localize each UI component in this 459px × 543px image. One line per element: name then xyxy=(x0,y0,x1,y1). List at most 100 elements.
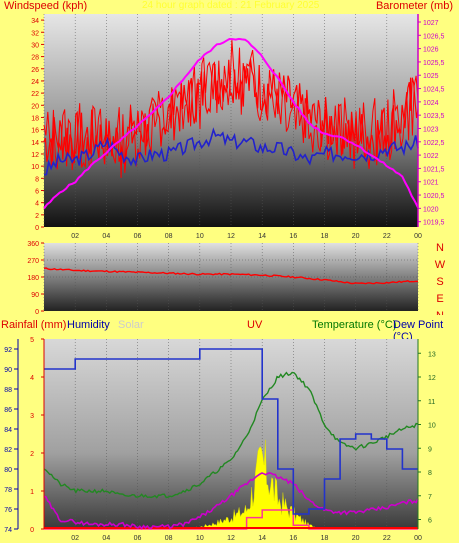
wind-left-tick-label: 22 xyxy=(31,91,39,98)
barometer-tick-label: 1025,5 xyxy=(423,60,445,67)
wind-left-tick-label: 24 xyxy=(31,79,39,86)
barometer-tick-label: 1019,5 xyxy=(423,220,445,227)
bottom-x-tick-label: 16 xyxy=(289,535,297,542)
rain-tick-label: 3 xyxy=(30,413,34,420)
wind-left-tick-label: 28 xyxy=(31,55,39,62)
direction-tick-label: 180 xyxy=(27,275,39,282)
humidity-tick-label: 80 xyxy=(4,467,12,474)
barometer-tick-label: 1023 xyxy=(423,126,439,133)
wind-left-tick-label: 4 xyxy=(35,201,39,208)
direction-tick-label: 360 xyxy=(27,241,39,248)
compass-label: N xyxy=(436,310,444,315)
compass-label: E xyxy=(436,293,443,305)
humidity-tick-label: 92 xyxy=(4,347,12,354)
wind-left-tick-label: 32 xyxy=(31,30,39,37)
bottom-x-tick-label: 00 xyxy=(414,535,422,542)
barometer-tick-label: 1022 xyxy=(423,153,439,160)
wind-x-tick-label: 04 xyxy=(102,233,110,240)
wind-left-tick-label: 30 xyxy=(31,42,39,49)
barometer-tick-label: 1022,5 xyxy=(423,140,445,147)
barometer-tick-label: 1026 xyxy=(423,47,439,54)
temperature-tick-label: 9 xyxy=(428,446,432,453)
bottom-x-tick-label: 04 xyxy=(102,535,110,542)
temperature-series-line xyxy=(43,371,419,499)
bottom-x-tick-label: 08 xyxy=(165,535,173,542)
barometer-tick-label: 1020,5 xyxy=(423,193,445,200)
barometer-tick-label: 1020 xyxy=(423,206,439,213)
wind-left-tick-label: 26 xyxy=(31,67,39,74)
uv-axis-label: UV xyxy=(247,319,263,331)
bottom-x-tick-label: 20 xyxy=(352,535,360,542)
bottom-x-tick-label: 12 xyxy=(227,535,235,542)
compass-label: N xyxy=(436,242,444,254)
bottom-x-tick-label: 06 xyxy=(134,535,142,542)
rain-tick-label: 4 xyxy=(30,375,34,382)
humidity-tick-label: 84 xyxy=(4,427,12,434)
temperature-tick-label: 11 xyxy=(428,399,435,406)
wind-x-tick-label: 20 xyxy=(352,233,360,240)
wind-left-tick-label: 12 xyxy=(31,152,39,159)
rain-tick-label: 5 xyxy=(30,337,34,344)
rain-tick-label: 2 xyxy=(30,451,34,458)
solar-axis-label: Solar xyxy=(118,319,144,331)
humidity-series-line xyxy=(44,348,418,515)
barometer-axis-label: Barometer (mb) xyxy=(375,0,453,12)
bottom-header-bar: Rainfall (mm) Humidity Solar UV Temperat… xyxy=(0,318,459,343)
compass-label: S xyxy=(436,276,443,288)
humidity-tick-label: 76 xyxy=(4,507,12,514)
wind-x-tick-label: 22 xyxy=(383,233,391,240)
wind-left-tick-label: 0 xyxy=(35,225,39,232)
temperature-tick-label: 8 xyxy=(428,470,432,477)
humidity-tick-label: 78 xyxy=(4,487,12,494)
wind-left-tick-label: 10 xyxy=(31,164,39,171)
barometer-tick-label: 1021,5 xyxy=(423,166,445,173)
temperature-tick-label: 7 xyxy=(428,494,432,501)
bottom-x-tick-label: 02 xyxy=(71,535,79,542)
windspeed-axis-label: Windspeed (kph) xyxy=(4,0,88,12)
humidity-tick-label: 88 xyxy=(4,387,12,394)
direction-tick-label: 270 xyxy=(27,258,39,265)
barometer-tick-label: 1027 xyxy=(423,20,439,27)
barometer-tick-label: 1024,5 xyxy=(423,87,445,94)
temperature-tick-label: 10 xyxy=(428,423,436,430)
barometer-tick-label: 1024 xyxy=(423,100,439,107)
wind-x-tick-label: 12 xyxy=(227,233,235,240)
compass-label: W xyxy=(435,259,446,271)
bottom-x-tick-label: 10 xyxy=(196,535,204,542)
humidity-axis-label: Humidity xyxy=(67,319,110,331)
barometer-series-line xyxy=(43,37,419,210)
temperature-axis-label: Temperature (°C) xyxy=(312,319,397,331)
humidity-tick-label: 86 xyxy=(4,407,12,414)
bottom-x-tick-label: 22 xyxy=(383,535,391,542)
average-wind-series-line xyxy=(43,127,419,176)
direction-tick-label: 0 xyxy=(35,309,39,315)
wind-x-tick-label: 18 xyxy=(321,233,329,240)
wind-x-tick-label: 00 xyxy=(414,233,422,240)
bottom-x-tick-label: 18 xyxy=(321,535,329,542)
temperature-tick-label: 12 xyxy=(428,375,436,382)
bottom-x-tick-label: 14 xyxy=(258,535,266,542)
wind-x-tick-label: 06 xyxy=(134,233,142,240)
wind-left-tick-label: 8 xyxy=(35,176,39,183)
rain-tick-label: 1 xyxy=(30,489,34,496)
windgust-series-line xyxy=(43,39,419,178)
barometer-tick-label: 1026,5 xyxy=(423,33,445,40)
barometer-tick-label: 1023,5 xyxy=(423,113,445,120)
wind-x-tick-label: 10 xyxy=(196,233,204,240)
humidity-tick-label: 90 xyxy=(4,367,12,374)
dewpoint-series-line xyxy=(43,472,419,530)
humidity-tick-label: 74 xyxy=(4,527,12,534)
wind-x-tick-label: 16 xyxy=(289,233,297,240)
barometer-tick-label: 1021 xyxy=(423,180,439,187)
graph-date-title: 24 hour graph dated : 21 February 2025 xyxy=(142,0,320,11)
header-bar: Windspeed (kph) 24 hour graph dated : 21… xyxy=(0,0,459,14)
humidity-tick-label: 82 xyxy=(4,447,12,454)
wind-left-tick-label: 6 xyxy=(35,188,39,195)
wind-left-tick-label: 16 xyxy=(31,128,39,135)
wind-x-tick-label: 14 xyxy=(258,233,266,240)
wind-x-tick-label: 08 xyxy=(165,233,173,240)
direction-tick-label: 90 xyxy=(31,292,39,299)
